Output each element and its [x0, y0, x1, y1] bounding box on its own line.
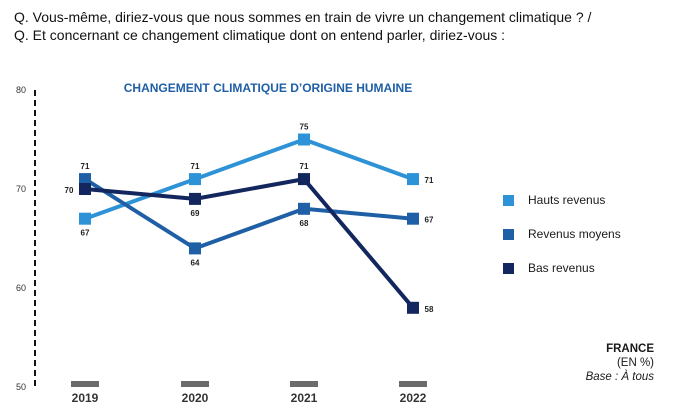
- data-label: 70: [65, 186, 74, 195]
- x-tick-label: 2020: [182, 391, 209, 405]
- data-label: 67: [81, 229, 90, 238]
- data-point: [189, 173, 201, 186]
- footer-country: FRANCE: [606, 343, 654, 355]
- data-label: 71: [191, 162, 200, 171]
- footer-unit: (EN %): [616, 357, 654, 369]
- data-point: [407, 173, 419, 186]
- data-point: [79, 212, 91, 225]
- data-label: 58: [425, 305, 434, 314]
- x-tick-mark: [399, 381, 427, 387]
- chart-legend: Hauts revenus Revenus moyens Bas revenus: [503, 192, 621, 294]
- data-point: [298, 202, 310, 215]
- y-tick-label: 60: [16, 283, 26, 293]
- x-tick-label: 2021: [291, 391, 318, 405]
- legend-label-revenus-moyens: Revenus moyens: [528, 227, 621, 241]
- legend-swatch-revenus-moyens: [503, 228, 514, 240]
- data-label: 69: [191, 209, 200, 218]
- data-label: 64: [191, 258, 200, 267]
- data-point: [407, 301, 419, 314]
- data-point: [79, 173, 91, 186]
- y-tick-label: 50: [16, 382, 26, 392]
- question-2: Q. Et concernant ce changement climatiqu…: [14, 27, 506, 43]
- x-tick-label: 2022: [400, 391, 427, 405]
- y-tick-label: 70: [16, 184, 26, 194]
- data-point: [79, 183, 91, 195]
- data-label: 71: [425, 176, 434, 185]
- data-point: [298, 173, 310, 186]
- data-label: 68: [300, 219, 309, 228]
- legend-label-hauts-revenus: Hauts revenus: [528, 193, 606, 207]
- data-label: 75: [300, 123, 309, 132]
- legend-swatch-hauts-revenus: [503, 194, 514, 206]
- x-tick-label: 2019: [72, 391, 99, 405]
- legend-swatch-bas-revenus: [503, 262, 514, 274]
- footer-base: Base : À tous: [585, 371, 654, 383]
- legend-label-bas-revenus: Bas revenus: [528, 261, 595, 275]
- data-label: 71: [300, 162, 309, 171]
- data-point: [407, 212, 419, 225]
- legend-item-revenus-moyens: Revenus moyens: [503, 226, 621, 242]
- legend-item-hauts-revenus: Hauts revenus: [503, 192, 621, 208]
- data-label: 67: [425, 216, 434, 225]
- chart-title: CHANGEMENT CLIMATIQUE D’ORIGINE HUMAINE: [124, 81, 412, 95]
- series-line-0: [84, 137, 414, 221]
- data-label: 71: [81, 162, 90, 171]
- legend-item-bas-revenus: Bas revenus: [503, 260, 621, 276]
- data-point: [298, 133, 310, 146]
- x-tick-mark: [71, 381, 99, 387]
- question-1: Q. Vous-même, diriez-vous que nous somme…: [14, 9, 592, 25]
- x-tick-mark: [290, 381, 318, 387]
- y-tick-label: 80: [16, 85, 26, 95]
- chart-footer: FRANCE (EN %) Base : À tous: [586, 342, 654, 384]
- x-tick-mark: [181, 381, 209, 387]
- data-point: [189, 242, 201, 255]
- series-line-2: [84, 177, 415, 310]
- data-point: [189, 192, 201, 205]
- series-line-1: [83, 177, 414, 251]
